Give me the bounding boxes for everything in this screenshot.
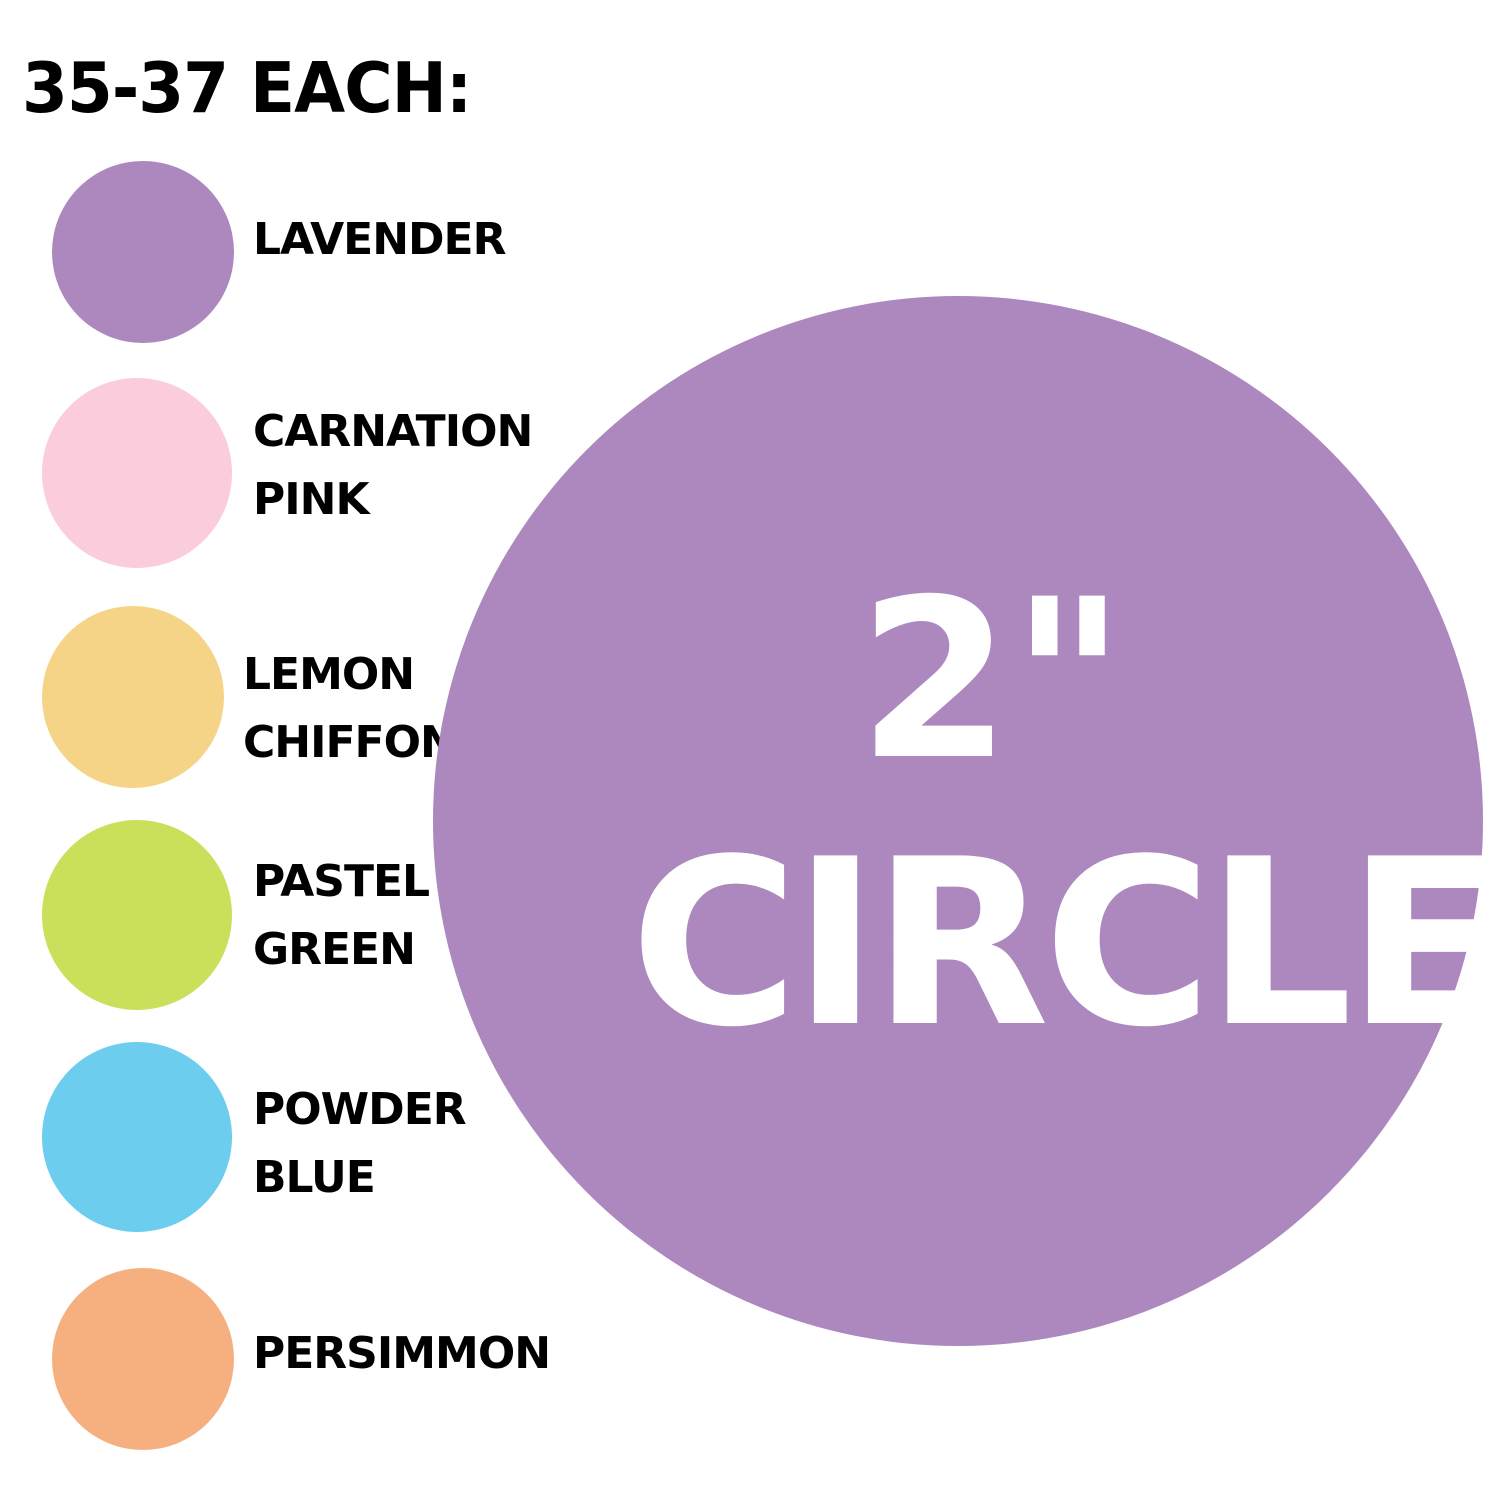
swatch-powder-blue [42, 1042, 232, 1232]
label-pastel-green: PASTEL GREEN [253, 856, 430, 975]
swatch-lemon-chiffon [42, 606, 224, 788]
swatch-carnation-pink [42, 378, 232, 568]
badge-size-text: 2" [858, 552, 1126, 808]
swatch-persimmon [52, 1268, 234, 1450]
label-persimmon: PERSIMMON [253, 1328, 551, 1379]
swatch-lavender [52, 161, 234, 343]
label-carnation-pink: CARNATION PINK [253, 406, 533, 525]
label-lavender: LAVENDER [253, 214, 506, 265]
swatch-pastel-green [42, 820, 232, 1010]
badge-word-text: CIRCLES [630, 811, 1500, 1078]
label-lemon-chiffon: LEMON CHIFFON [243, 649, 457, 768]
page-heading: 35-37 EACH: [22, 48, 472, 129]
label-powder-blue: POWDER BLUE [253, 1084, 467, 1203]
size-badge-circle [433, 296, 1483, 1346]
